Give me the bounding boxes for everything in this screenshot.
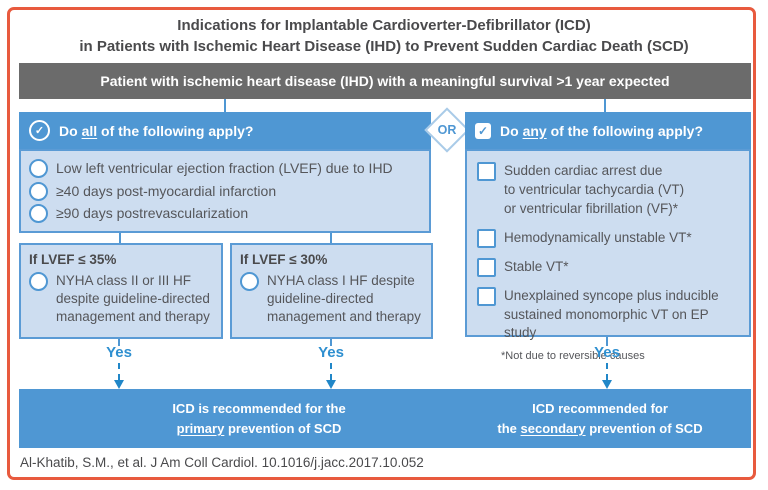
connector-line	[119, 233, 121, 243]
secondary-prevention-outcome: ICD recommended for the secondary preven…	[470, 399, 730, 439]
criterion-row: Low left ventricular ejection fraction (…	[29, 158, 421, 178]
lvef-30-box: If LVEF ≤ 30% NYHA class I HF despite gu…	[230, 243, 433, 339]
checkbox-icon	[477, 257, 496, 277]
criterion-label: Sudden cardiac arrest due to ventricular…	[504, 163, 685, 216]
figure-title-line2: in Patients with Ischemic Heart Disease …	[79, 37, 689, 55]
outcome-line2: primary prevention of SCD	[176, 421, 342, 437]
patient-criteria-bar: Patient with ischemic heart disease (IHD…	[19, 63, 751, 99]
criterion-label: ≥40 days post-myocardial infarction	[56, 182, 277, 199]
criterion-row: Unexplained syncope plus inducible susta…	[477, 286, 741, 344]
criterion-row: ≥90 days postrevascularization	[29, 204, 421, 224]
check-glyph: ✓	[477, 123, 489, 138]
check-glyph: ✓	[34, 125, 45, 137]
footnote: *Not due to reversible causes	[501, 350, 645, 363]
connector-line	[606, 337, 608, 346]
check-circle-icon: ✓	[29, 120, 50, 141]
criterion-label: NYHA class II or III HF despite guidelin…	[56, 273, 210, 324]
connector-line	[330, 233, 332, 243]
primary-prevention-outcome: ICD is recommended for the primary preve…	[59, 399, 459, 439]
criterion-label: Stable VT*	[504, 259, 569, 275]
checkbox-icon	[477, 286, 496, 306]
criterion-row: NYHA class II or III HF despite guidelin…	[29, 272, 213, 326]
right-panel-body: Sudden cardiac arrest due to ventricular…	[465, 149, 751, 362]
criterion-row: Stable VT*	[477, 257, 741, 277]
checkbox-icon	[477, 162, 496, 181]
dashed-arrow-line	[330, 363, 332, 380]
yes-label: Yes	[594, 344, 620, 361]
lvef-35-box: If LVEF ≤ 35% NYHA class II or III HF de…	[19, 243, 223, 339]
criterion-row: NYHA class I HF despite guideline-direct…	[240, 272, 423, 326]
right-panel-question: Do any of the following apply?	[500, 122, 704, 139]
yes-label: Yes	[318, 344, 344, 361]
figure-title: Indications for Implantable Cardioverter…	[0, 16, 768, 57]
figure-border	[7, 7, 756, 480]
connector-line-left	[224, 99, 226, 113]
dashed-arrow-line	[118, 363, 120, 380]
figure-title-line1: Indications for Implantable Cardioverter…	[177, 17, 591, 34]
outcome-line1: ICD recommended for	[532, 401, 668, 416]
connector-line	[330, 339, 332, 346]
radio-circle-icon	[29, 158, 48, 178]
criterion-label: ≥90 days postrevascularization	[56, 205, 249, 222]
radio-circle-icon	[29, 204, 48, 224]
criterion-label: Unexplained syncope plus inducible susta…	[504, 287, 719, 341]
radio-circle-icon	[29, 181, 48, 201]
lvef-30-title: If LVEF ≤ 30%	[240, 252, 328, 267]
or-label: OR	[437, 123, 457, 137]
citation: Al-Khatib, S.M., et al. J Am Coll Cardio…	[20, 455, 424, 470]
left-panel-question: Do all of the following apply?	[59, 122, 254, 139]
criterion-row: Sudden cardiac arrest due to ventricular…	[477, 162, 741, 219]
yes-label: Yes	[106, 344, 132, 361]
outcome-line2: the secondary prevention of SCD	[497, 421, 703, 437]
arrow-down-icon	[602, 380, 612, 389]
arrow-down-icon	[326, 380, 336, 389]
criterion-row: Hemodynamically unstable VT*	[477, 228, 741, 248]
criterion-label: Low left ventricular ejection fraction (…	[56, 159, 393, 176]
dashed-arrow-line	[606, 363, 608, 380]
left-panel-body: Low left ventricular ejection fraction (…	[19, 149, 431, 233]
recommendation-bar: ICD is recommended for the primary preve…	[19, 389, 751, 448]
radio-circle-icon	[240, 272, 259, 291]
right-panel-header: ✓ Do any of the following apply?	[465, 112, 751, 149]
criterion-label: Hemodynamically unstable VT*	[504, 230, 692, 246]
connector-line	[118, 339, 120, 346]
checked-checkbox-icon: ✓	[475, 122, 491, 139]
left-panel-header: ✓ Do all of the following apply?	[19, 112, 431, 149]
connector-line-right	[604, 99, 606, 113]
criterion-label: NYHA class I HF despite guideline-direct…	[267, 273, 421, 324]
arrow-down-icon	[114, 380, 124, 389]
radio-circle-icon	[29, 272, 48, 291]
outcome-line1: ICD is recommended for the	[172, 401, 346, 416]
criterion-row: ≥40 days post-myocardial infarction	[29, 181, 421, 201]
lvef-35-title: If LVEF ≤ 35%	[29, 252, 117, 267]
checkbox-icon	[477, 228, 496, 248]
